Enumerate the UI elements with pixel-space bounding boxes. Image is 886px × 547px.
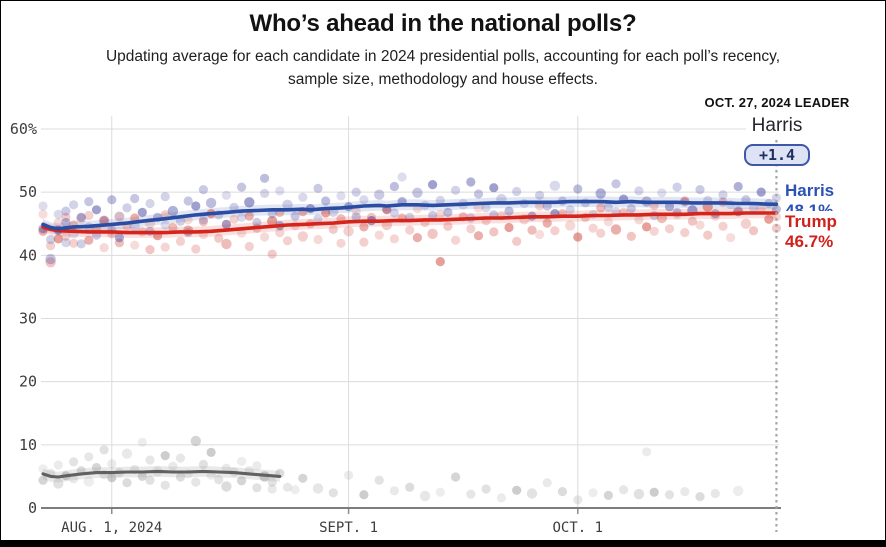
page-title: Who’s ahead in the national polls? xyxy=(249,10,637,37)
trump-average-label: Trump 46.7% xyxy=(783,211,885,253)
y-tick-label: 40 xyxy=(19,246,37,264)
y-tick-label: 20 xyxy=(19,373,37,391)
x-tick-label: SEPT. 1 xyxy=(319,520,378,536)
x-tick-label: OCT. 1 xyxy=(553,520,604,536)
trump-poll-dots xyxy=(38,196,782,268)
y-tick-label: 50 xyxy=(19,183,37,201)
y-tick-label: 0 xyxy=(28,499,37,517)
y-tick-label: 30 xyxy=(19,309,37,327)
kennedy-band xyxy=(43,466,280,483)
leader-name: Harris xyxy=(745,115,809,137)
y-tick-label: 60% xyxy=(10,120,37,138)
subtitle-line-2: sample size, methodology and house effec… xyxy=(288,71,598,88)
leader-margin-badge: +1.4 xyxy=(743,144,811,166)
leader-date-label: OCT. 27, 2024 LEADER xyxy=(701,95,853,110)
x-tick-label: AUG. 1, 2024 xyxy=(61,520,162,536)
trump-average-line xyxy=(41,211,779,235)
page-subtitle: Updating average for each candidate in 2… xyxy=(1,45,885,91)
leader-panel: OCT. 27, 2024 LEADER Harris +1.4 xyxy=(691,94,863,166)
bottom-border-bar xyxy=(1,540,885,546)
harris-band xyxy=(43,196,777,235)
page-header: Who’s ahead in the national polls? Updat… xyxy=(1,1,885,91)
kennedy-average-line xyxy=(41,469,282,479)
harris-poll-dots xyxy=(38,172,782,265)
subtitle-line-1: Updating average for each candidate in 2… xyxy=(105,48,781,65)
y-tick-label: 10 xyxy=(19,436,37,454)
kennedy-poll-dots xyxy=(38,435,744,505)
harris-average-line xyxy=(41,199,779,231)
gridlines: 0 10 20 30 40 50 60% AUG. 1, 2024 SEPT. 1 OCT. 1 xyxy=(10,116,779,536)
